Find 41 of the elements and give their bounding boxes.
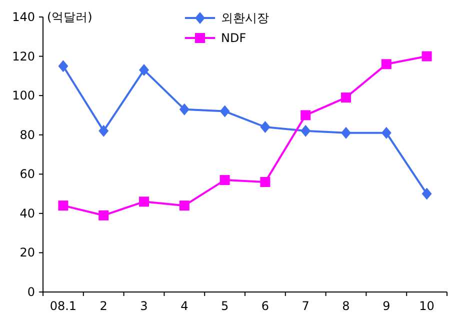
y-axis-title: (억달러)	[47, 10, 92, 24]
point	[341, 126, 351, 139]
y-tick-label: 20	[20, 246, 35, 260]
point	[220, 175, 230, 186]
legend-label: NDF	[221, 31, 246, 45]
y-tick-label: 120	[12, 49, 35, 64]
point	[341, 92, 351, 103]
point	[260, 177, 270, 187]
x-tick-label: 3	[140, 299, 148, 313]
y-tick-label: 40	[20, 206, 35, 220]
point	[381, 126, 392, 139]
x-tick-label: 7	[302, 299, 310, 313]
point	[98, 124, 109, 137]
point	[300, 124, 311, 137]
x-tick-label: 4	[180, 299, 188, 313]
y-tick-label: 140	[12, 10, 35, 24]
point	[422, 51, 432, 62]
point	[139, 64, 149, 76]
point	[381, 59, 392, 70]
point	[58, 60, 68, 72]
y-tick-label: 0	[27, 285, 35, 299]
point	[300, 110, 311, 120]
point	[139, 196, 149, 207]
point	[220, 105, 230, 118]
x-tick-label: 08.1	[50, 299, 77, 313]
point	[422, 188, 432, 200]
point	[179, 103, 190, 116]
x-tick-label: 2	[100, 299, 108, 313]
legend-label: 외환시장	[221, 11, 269, 25]
point	[179, 200, 190, 211]
point	[98, 210, 109, 220]
x-tick-label: 5	[220, 299, 229, 313]
x-tick-label: 9	[382, 299, 390, 313]
x-tick-label: 8	[342, 299, 350, 313]
x-tick-label: 6	[261, 299, 270, 313]
y-tick-label: 80	[20, 128, 35, 142]
y-tick-label: 60	[20, 167, 35, 182]
x-tick-label: 10	[419, 299, 434, 313]
point	[260, 121, 270, 133]
point	[58, 200, 68, 211]
y-tick-label: 100	[12, 88, 35, 103]
